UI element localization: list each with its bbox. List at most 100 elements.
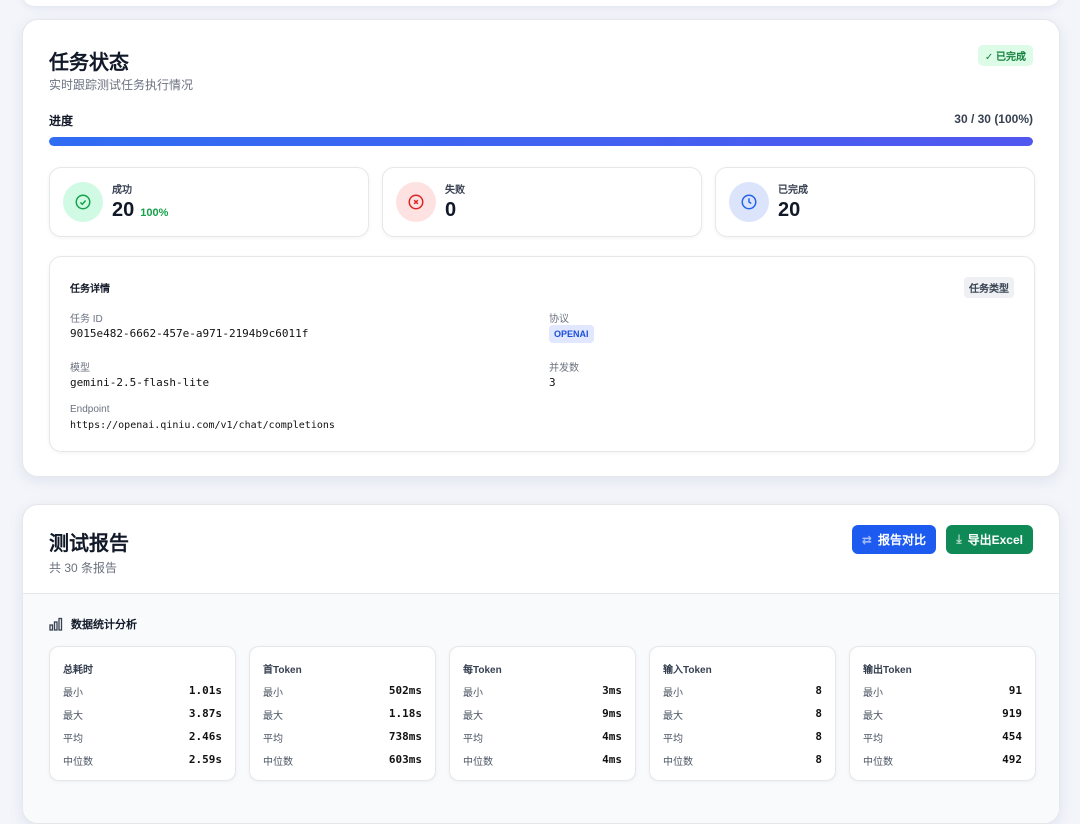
progress-label: 进度 [49,114,74,128]
details-heading: 任务详情 [70,284,110,295]
metric-value: 1.18s [388,707,422,720]
metric-label: 平均 [863,734,883,745]
metric-value: 4ms [602,753,622,766]
metric-value: 2.46s [188,730,222,743]
metric-row: 平均 2.46s [63,730,222,745]
compare-report-button[interactable]: ⇄ 报告对比 [851,525,936,554]
field-label: 并发数 [549,363,579,374]
metric-card: 首Token 最小 502ms 最大 1.18s 平均 738ms 中位数 603ms [249,646,436,781]
bar-chart-icon [49,617,63,631]
metric-row: 最小 8 [663,684,822,699]
metric-value: 2.59s [188,753,222,766]
success-rate: 100% [140,207,169,219]
metric-card: 输入Token 最小 8 最大 8 平均 8 中位数 8 [649,646,836,781]
metric-label: 最大 [63,711,83,722]
page-title: 任务状态 [49,52,129,74]
metric-row: 中位数 492 [863,753,1022,768]
metric-value: 919 [1002,707,1022,720]
field-label: 协议 [549,314,569,325]
statistics-section: 数据统计分析 总耗时 最小 1.01s 最大 3.87s 平均 2.46s 中位数 2.59s 首… [23,593,1059,823]
metric-row: 中位数 2.59s [63,753,222,768]
metric-card: 总耗时最小 1.01s 最大 3.87s 平均 2.46s 中位数 2.59s [49,646,236,781]
metric-row: 平均 8 [663,730,822,745]
metric-row: 最小 1.01s [63,684,222,699]
endpoint-value: https://openai.qiniu.com/v1/chat/complet… [70,420,335,431]
subtitle: 实时跟踪测试任务执行情况 [49,78,194,92]
metric-title: 总耗时 [63,665,93,676]
check-circle-icon [63,182,103,222]
metric-row: 中位数 8 [663,753,822,768]
metric-row: 平均 4ms [463,730,622,745]
metric-label: 最大 [263,711,283,722]
metric-row: 最大 9ms [463,707,622,722]
metric-label: 最大 [863,711,883,722]
metric-value: 91 [1008,684,1022,697]
metric-row: 最大 3.87s [63,707,222,722]
metric-row: 最大 1.18s [263,707,422,722]
metric-value: 1.01s [188,684,222,697]
section-heading: 数据统计分析 [49,616,137,632]
stat-success: 成功 20 100% [49,167,369,237]
progress-value: 30 / 30 (100%) [954,112,1033,126]
export-excel-button[interactable]: ⤓ 导出Excel [946,525,1033,554]
metric-row: 最小 3ms [463,684,622,699]
metric-label: 中位数 [863,757,893,768]
test-report-card: 测试报告 共 30 条报告 ⇄ 报告对比 ⤓ 导出Excel 数据统计分析 总耗时最… [22,504,1060,824]
metric-label: 平均 [63,734,83,745]
metric-card: 每Token 最小 3ms 最大 9ms 平均 4ms 中位数 4ms [449,646,636,781]
metric-row: 中位数 603ms [263,753,422,768]
concurrency-value: 3 [549,376,556,389]
metric-label: 最小 [663,688,683,699]
metric-label: 最大 [663,711,683,722]
metric-label: 中位数 [663,757,693,768]
previous-card [22,0,1060,6]
protocol-badge: OPENAI [549,325,594,343]
metric-label: 平均 [263,734,283,745]
metric-label: 最小 [863,688,883,699]
metric-label: 中位数 [463,757,493,768]
report-title: 测试报告 [49,533,129,555]
task-id: 9015e482-6662-457e-a971-2194b9c6011f [70,327,309,340]
metric-label: 中位数 [63,757,93,768]
metric-card: 输出Token 最小 91 最大 919 平均 454 中位数 492 [849,646,1036,781]
stat-label: 已完成 [778,185,808,196]
task-details: 任务详情 任务类型 任务 ID 9015e482-6662-457e-a971-… [49,256,1035,452]
metric-value: 8 [815,707,822,720]
metric-row: 最小 502ms [263,684,422,699]
status-badge: ✓ 已完成 [977,45,1033,66]
metric-value: 8 [815,730,822,743]
metric-value: 8 [815,684,822,697]
metric-title: 输出Token [863,665,912,676]
model-value: gemini-2.5-flash-lite [70,376,210,389]
stat-label: 成功 [112,185,132,196]
task-type-tag: 任务类型 [964,277,1014,298]
check-icon: ✓ [984,52,996,63]
stat-label: 失败 [445,185,465,196]
download-icon: ⤓ [956,532,962,546]
metric-value: 454 [1002,730,1022,743]
metric-label: 最小 [463,688,483,699]
metric-label: 中位数 [263,757,293,768]
metric-title: 输入Token [663,665,712,676]
metric-value: 502ms [388,684,422,697]
metric-label: 平均 [463,734,483,745]
x-circle-icon [396,182,436,222]
field-label: 模型 [70,363,90,374]
metric-value: 3.87s [188,707,222,720]
metric-label: 平均 [663,734,683,745]
metric-row: 平均 454 [863,730,1022,745]
progress-fill [49,137,1033,146]
metric-value: 9ms [602,707,622,720]
metric-label: 最大 [463,711,483,722]
metric-title: 每Token [463,665,502,676]
metric-value: 492 [1002,753,1022,766]
metric-row: 平均 738ms [263,730,422,745]
task-status-card: 任务状态 实时跟踪测试任务执行情况 ✓ 已完成 进度 30 / 30 (100%… [22,19,1060,477]
stat-value: 20 [778,199,801,221]
field-label: 任务 ID [70,314,103,325]
metric-value: 3ms [602,684,622,697]
metric-value: 4ms [602,730,622,743]
swap-icon: ⇄ [861,532,872,547]
metric-row: 最大 919 [863,707,1022,722]
metric-value: 603ms [388,753,422,766]
